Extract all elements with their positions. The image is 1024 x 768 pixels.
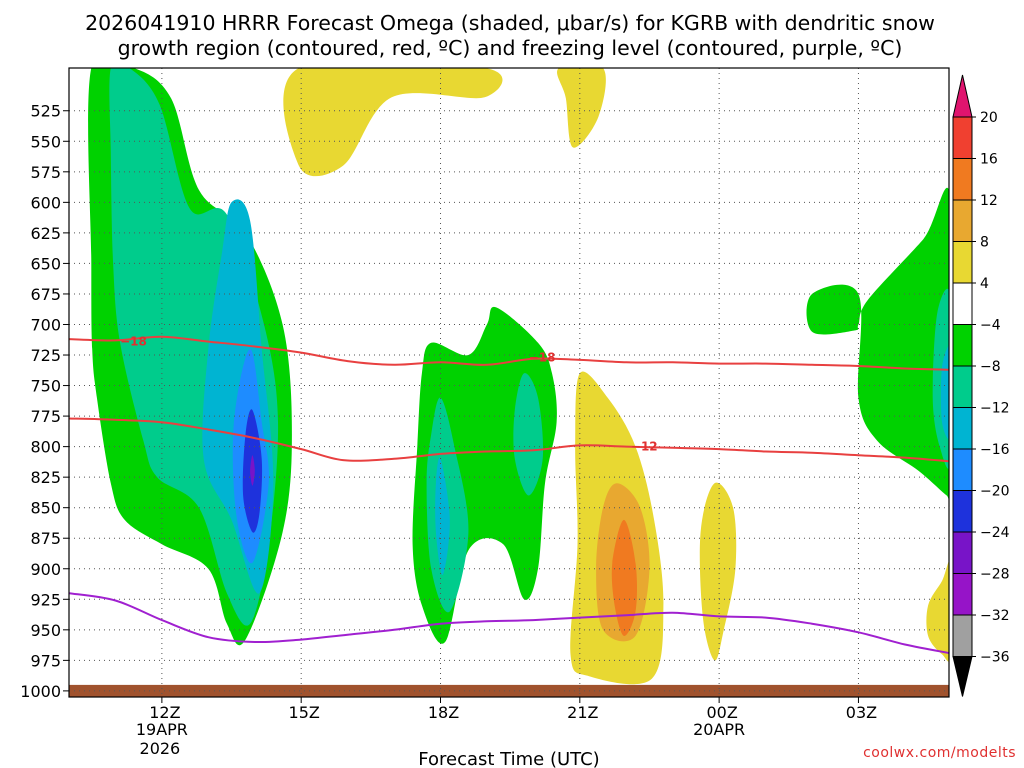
colorbar-label-0: 20 xyxy=(980,110,998,126)
y-axis: 525 550 575 600 625 650 675 700 725 750 775 800 825 8… xyxy=(20,102,69,701)
colorbar-bottom-triangle xyxy=(952,656,973,697)
colorbar-label-4: 4 xyxy=(980,276,989,292)
y-tick-label-850: 850 xyxy=(30,499,61,518)
colorbar-label-9: −20 xyxy=(980,484,1010,500)
y-tick-label-650: 650 xyxy=(30,254,61,273)
y-tick-label-700: 700 xyxy=(30,315,61,334)
contour--18c-isotherm xyxy=(69,335,949,371)
plot-frame xyxy=(68,67,950,698)
x-tick-date-12Z: 19APR xyxy=(136,720,188,739)
omega-region-top-yellow-a xyxy=(283,68,503,177)
x-tick-label-18Z: 18Z xyxy=(428,703,459,722)
x-tick-label-15Z: 15Z xyxy=(289,703,320,722)
colorbar-box-10 xyxy=(952,531,973,574)
y-tick-label-800: 800 xyxy=(30,438,61,457)
y-tick-label-900: 900 xyxy=(30,560,61,579)
x-tick-label-12Z: 12Z xyxy=(149,703,180,722)
colorbar-box-1 xyxy=(952,158,973,201)
omega-region-mid-teal-b xyxy=(513,373,544,496)
plot-area: −18 −18 −12 xyxy=(68,67,950,698)
colorbar-label-3: 8 xyxy=(980,235,989,251)
y-tick-label-550: 550 xyxy=(30,132,61,151)
contour-label: −18 xyxy=(120,335,147,349)
y-tick-label-925: 925 xyxy=(30,590,61,609)
omega-region-mid-cyan xyxy=(435,457,450,575)
colorbar-top-triangle xyxy=(952,74,973,118)
x-tick-date-00Z: 20APR xyxy=(693,720,745,739)
credit-text: coolwx.com/modelts xyxy=(863,745,1016,761)
y-tick-label-950: 950 xyxy=(30,621,61,640)
y-tick-label-600: 600 xyxy=(30,193,61,212)
colorbar-label-12: −32 xyxy=(980,608,1010,624)
contour-freezing-level xyxy=(69,592,949,654)
colorbar-box-0 xyxy=(952,116,973,159)
colorbar-box-12 xyxy=(952,614,973,657)
omega-region-yellow-right xyxy=(926,560,949,662)
colorbar-box-7 xyxy=(952,407,973,450)
y-tick-label-725: 725 xyxy=(30,346,61,365)
y-tick-label-1000: 1000 xyxy=(20,682,61,701)
y-tick-label-975: 975 xyxy=(30,651,61,670)
colorbar-box-8 xyxy=(952,448,973,491)
colorbar-box-2 xyxy=(952,199,973,242)
colorbar-label-10: −24 xyxy=(980,525,1010,541)
omega-region-top-yellow-b xyxy=(557,68,606,148)
y-tick-label-875: 875 xyxy=(30,529,61,548)
colorbar-label-7: −12 xyxy=(980,401,1010,417)
x-tick-label-21Z: 21Z xyxy=(567,703,598,722)
contour--12c-isotherm xyxy=(69,417,949,463)
y-tick-label-675: 675 xyxy=(30,285,61,304)
colorbar-label-6: −8 xyxy=(980,359,1001,375)
y-tick-label-775: 775 xyxy=(30,407,61,426)
y-tick-label-825: 825 xyxy=(30,468,61,487)
x-tick-year-12Z: 2026 xyxy=(140,739,181,758)
colorbar-box-11 xyxy=(952,573,973,616)
colorbar-box-5 xyxy=(952,324,973,367)
chart-title-line2: growth region (contoured, red, ºC) and f… xyxy=(118,36,903,60)
colorbar-label-8: −16 xyxy=(980,442,1010,458)
colorbar-legend: 20 16 12 8 4 −4 −8 −12 −16 −20 −24 −28 −32 −36 xyxy=(952,74,1010,697)
x-tick-label-03Z: 03Z xyxy=(846,703,877,722)
colorbar-box-3 xyxy=(952,241,973,284)
contour-label: −12 xyxy=(631,440,658,454)
colorbar-box-9 xyxy=(952,490,973,533)
colorbar-box-4 xyxy=(952,282,973,325)
chart-title-line1: 2026041910 HRRR Forecast Omega (shaded, … xyxy=(85,11,935,35)
omega-region-left-purple xyxy=(250,455,255,486)
plot-content: −18 −18 −12 xyxy=(69,68,949,697)
colorbar-label-11: −28 xyxy=(980,567,1010,583)
contour-label: −18 xyxy=(529,350,556,364)
colorbar-label-2: 12 xyxy=(980,193,998,209)
colorbar-label-5: −4 xyxy=(980,318,1001,334)
x-axis-label: Forecast Time (UTC) xyxy=(418,749,599,768)
colorbar-label-13: −36 xyxy=(980,650,1010,666)
y-tick-label-750: 750 xyxy=(30,377,61,396)
omega-region-right-green xyxy=(806,187,949,501)
x-tick-label-00Z: 00Z xyxy=(706,703,737,722)
y-tick-label-525: 525 xyxy=(30,102,61,121)
colorbar-label-1: 16 xyxy=(980,152,998,168)
y-tick-label-625: 625 xyxy=(30,224,61,243)
omega-region-orange xyxy=(611,519,637,636)
colorbar-box-6 xyxy=(952,365,973,408)
y-tick-label-575: 575 xyxy=(30,163,61,182)
